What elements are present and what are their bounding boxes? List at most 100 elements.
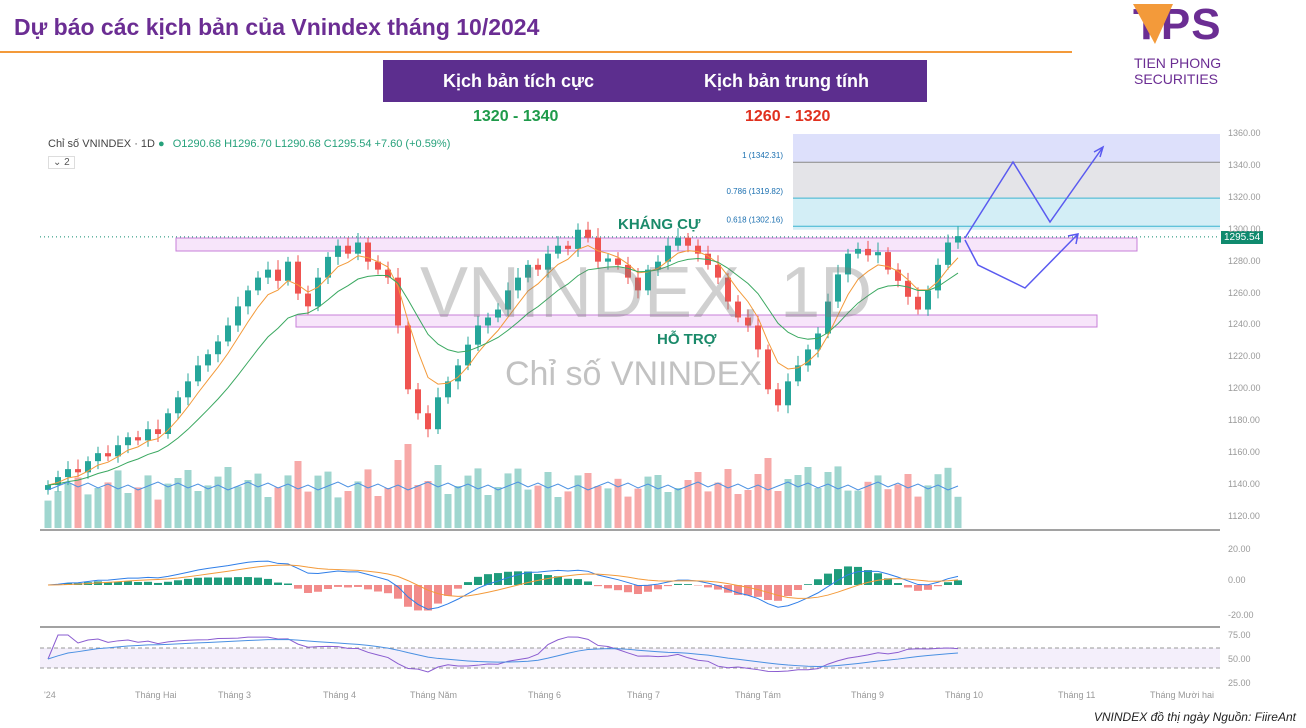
volume-bar — [574, 475, 582, 528]
macd-histogram-bar — [934, 585, 942, 587]
volume-bar — [694, 472, 702, 528]
macd-histogram-bar — [654, 585, 662, 590]
volume-bar — [244, 480, 252, 528]
candle-body — [565, 245, 571, 249]
candle-body — [775, 389, 781, 406]
y-tick-label: 1120.00 — [1228, 510, 1260, 521]
x-tick-label: Tháng 6 — [528, 690, 562, 700]
candle-body — [675, 237, 681, 246]
candle-body — [825, 301, 831, 334]
macd-histogram-bar — [144, 581, 152, 585]
macd-histogram-bar — [774, 585, 782, 601]
volume-bar — [884, 489, 892, 528]
y-tick-label: 1140.00 — [1228, 478, 1260, 489]
candle-body — [625, 264, 631, 278]
macd-histogram-bar — [254, 577, 262, 585]
volume-bar — [284, 475, 292, 528]
macd-histogram-bar — [814, 579, 822, 585]
candle-body — [235, 306, 241, 326]
candle-body — [195, 365, 201, 382]
macd-histogram-bar — [344, 585, 352, 588]
macd-histogram-bar — [404, 585, 412, 607]
volume-bar — [504, 473, 512, 528]
macd-histogram-bar — [494, 573, 502, 585]
candle-body — [405, 325, 411, 390]
candle-body — [745, 317, 751, 326]
candle-body — [915, 296, 921, 310]
macd-histogram-bar — [804, 584, 812, 585]
volume-bar — [144, 475, 152, 528]
macd-histogram-bar — [914, 585, 922, 591]
macd-histogram-bar — [634, 585, 642, 595]
candle-body — [265, 269, 271, 278]
candle-body — [165, 413, 171, 435]
macd-histogram-bar — [444, 585, 452, 596]
candle-body — [885, 252, 891, 270]
macd-histogram-bar — [874, 573, 882, 585]
candle-body — [955, 236, 961, 243]
rsi-tick-label: 25.00 — [1228, 678, 1251, 688]
volume-bar — [854, 490, 862, 528]
candle-body — [615, 258, 621, 265]
rsi-tick-label: 50.00 — [1228, 654, 1251, 664]
candle-body — [655, 261, 661, 270]
candle-body — [695, 245, 701, 254]
volume-bar — [794, 475, 802, 528]
volume-bar — [44, 500, 52, 528]
collapse-indicators-button[interactable]: ⌄ 2 — [48, 156, 75, 169]
volume-bar — [774, 491, 782, 528]
macd-histogram-bar — [644, 585, 652, 592]
macd-histogram-bar — [304, 585, 312, 593]
macd-histogram-bar — [524, 571, 532, 585]
y-tick-label: 1360.00 — [1228, 128, 1261, 138]
macd-histogram-bar — [134, 581, 142, 585]
macd-histogram-bar — [564, 578, 572, 585]
candle-body — [785, 381, 791, 406]
y-tick-label: 1160.00 — [1228, 447, 1260, 457]
candle-body — [185, 381, 191, 398]
candle-body — [425, 413, 431, 430]
macd-histogram-bar — [834, 569, 842, 585]
macd-histogram-bar — [744, 585, 752, 596]
volume-bar — [754, 474, 762, 528]
volume-bar — [324, 471, 332, 528]
ohlc-values: O1290.68 H1296.70 L1290.68 C1295.54 +7.6… — [172, 138, 451, 150]
macd-histogram-bar — [534, 574, 542, 585]
candle-body — [635, 277, 641, 291]
candle-body — [845, 253, 851, 275]
candle-body — [945, 242, 951, 265]
candle-body — [765, 349, 771, 390]
macd-histogram-bar — [954, 580, 962, 585]
macd-histogram-bar — [424, 585, 432, 611]
macd-histogram-bar — [164, 581, 172, 585]
volume-bar — [924, 485, 932, 528]
volume-bar — [444, 494, 452, 528]
volume-bar — [894, 484, 902, 528]
volume-bar — [54, 491, 62, 528]
macd-histogram-bar — [894, 583, 902, 585]
volume-bar — [724, 469, 732, 528]
macd-histogram-bar — [194, 577, 202, 585]
x-tick-label: Tháng Hai — [135, 690, 177, 700]
macd-tick-label: 0.00 — [1228, 575, 1246, 585]
candle-body — [95, 453, 101, 462]
volume-bar — [874, 475, 882, 528]
macd-histogram-bar — [824, 573, 832, 585]
candle-body — [385, 269, 391, 278]
macd-histogram-bar — [184, 578, 192, 585]
volume-bar — [934, 474, 942, 528]
candle-body — [685, 237, 691, 246]
macd-histogram-bar — [384, 585, 392, 594]
volume-bar — [94, 488, 102, 528]
x-tick-label: Tháng 11 — [1058, 690, 1096, 700]
rsi-ma-line — [47, 638, 959, 668]
candle-body — [395, 277, 401, 326]
volume-bar — [784, 479, 792, 528]
volume-bar — [514, 468, 522, 528]
macd-histogram-bar — [584, 581, 592, 585]
support-label: HỖ TRỢ — [657, 331, 717, 348]
volume-bar — [214, 476, 222, 528]
volume-bar — [334, 497, 342, 528]
candle-body — [605, 258, 611, 262]
y-tick-label: 1340.00 — [1228, 159, 1261, 170]
